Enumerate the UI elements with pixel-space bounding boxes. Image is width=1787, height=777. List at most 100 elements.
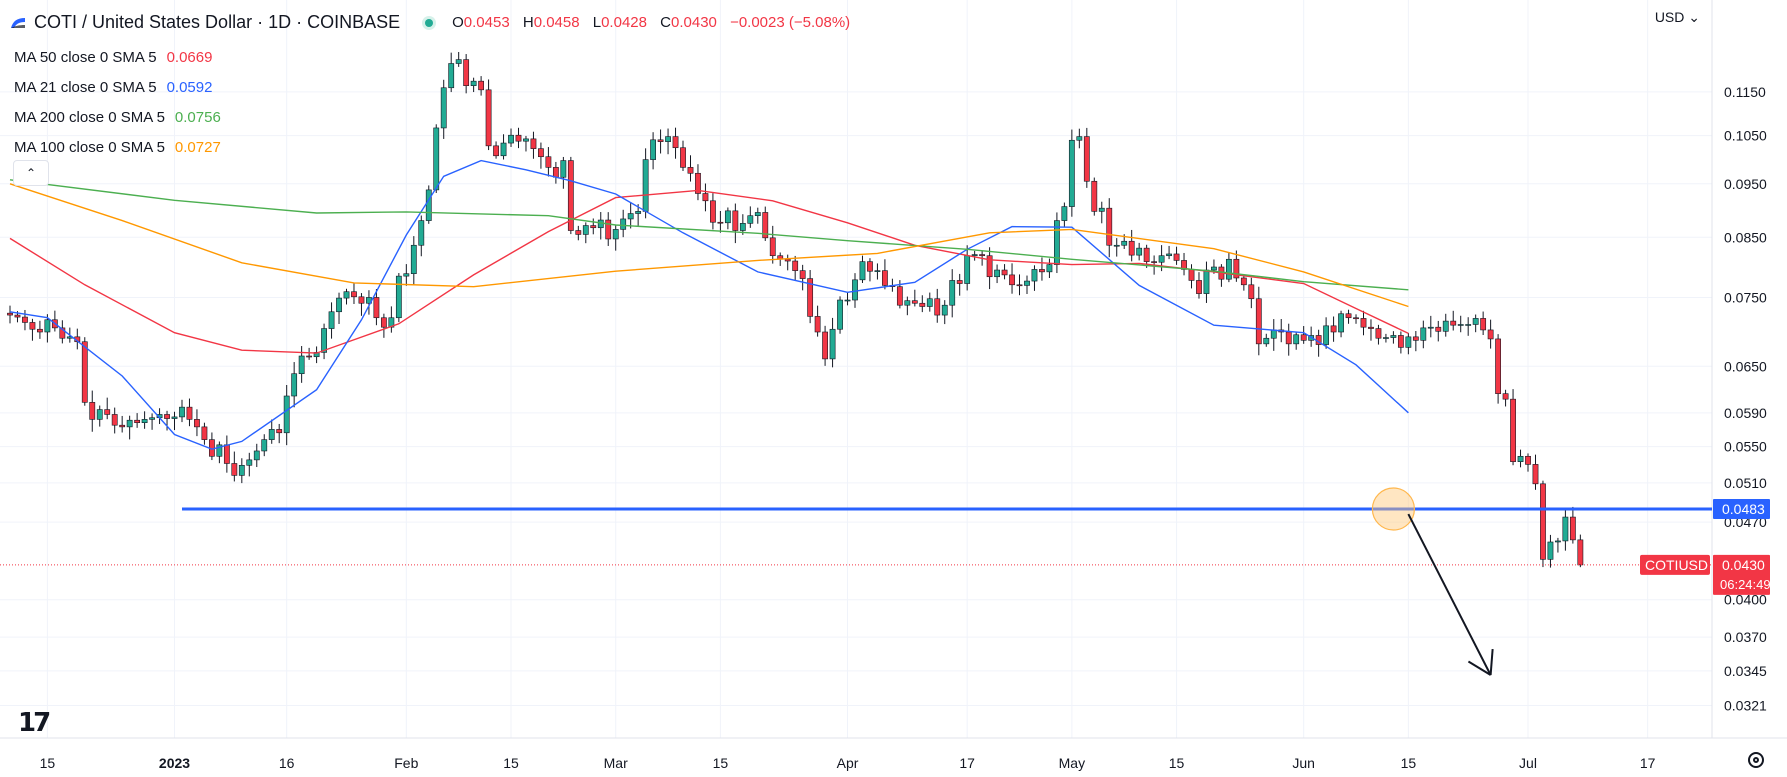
candle-body — [1256, 299, 1261, 344]
symbol-title[interactable]: COTI / United States Dollar · 1D · COINB… — [34, 12, 400, 33]
candle-body — [456, 60, 461, 64]
candle-body — [927, 299, 932, 307]
candle-body — [785, 259, 790, 261]
ohlc-close-value: 0.0430 — [671, 14, 717, 31]
candle-body — [1368, 327, 1373, 328]
tradingview-logo[interactable]: 17 — [18, 708, 48, 738]
candle-2023-05-21 — [1219, 264, 1224, 287]
candle-body — [1249, 285, 1254, 299]
candle-body — [464, 60, 469, 86]
candle-2023-06-04 — [1324, 317, 1329, 349]
candle-body — [1331, 326, 1336, 332]
candle-2023-01-07 — [217, 441, 222, 463]
ohlc-open-key: O — [452, 14, 464, 31]
ohlc-low-value: 0.0428 — [601, 14, 647, 31]
candle-2022-12-13 — [30, 319, 35, 341]
candle-2023-06-21 — [1451, 311, 1456, 331]
candle-2023-01-22 — [329, 302, 334, 338]
candle-body — [194, 419, 199, 426]
candle-2023-04-03 — [860, 256, 865, 283]
candle-2023-05-27 — [1264, 334, 1269, 347]
price-tick-label: 0.0321 — [1724, 697, 1767, 713]
candle-body — [142, 419, 147, 422]
candle-2022-12-14 — [37, 321, 42, 339]
candle-body — [1376, 329, 1381, 339]
legend-ma21[interactable]: MA 21 close 0 SMA 5 0.0592 — [14, 73, 221, 103]
candle-2023-01-30 — [389, 306, 394, 332]
currency-selector[interactable]: USD ⌄ — [1655, 9, 1700, 26]
candle-2023-05-03 — [1084, 128, 1089, 188]
candle-body — [411, 245, 416, 273]
candle-body — [688, 167, 693, 173]
price-tick-label: 0.0550 — [1724, 439, 1767, 455]
candle-2023-03-19 — [748, 206, 753, 227]
candle-body — [164, 414, 169, 418]
candle-body — [935, 299, 940, 315]
time-tick-label: May — [1059, 755, 1085, 771]
candle-2023-07-07 — [1570, 507, 1575, 544]
legend-collapse-button[interactable]: ⌃ — [13, 160, 49, 186]
candle-2023-04-04 — [867, 258, 872, 281]
candle-body — [1137, 248, 1142, 255]
candle-body — [591, 226, 596, 228]
candle-body — [1338, 314, 1343, 332]
legend-ma21-name: MA 21 close 0 SMA 5 — [14, 79, 157, 96]
candle-2023-07-03 — [1540, 481, 1545, 567]
price-tick-label: 0.0950 — [1724, 176, 1767, 192]
candle-2023-01-08 — [224, 435, 229, 472]
candle-2023-06-29 — [1510, 389, 1515, 465]
candle-2023-02-01 — [404, 264, 409, 286]
candle-2023-02-13 — [493, 141, 498, 158]
candle-2023-06-06 — [1338, 311, 1343, 338]
candle-2022-12-26 — [127, 416, 132, 440]
candle-2023-04-14 — [942, 300, 947, 324]
candle-2023-03-05 — [643, 148, 648, 218]
chevron-up-icon: ⌃ — [26, 166, 36, 180]
legend-ma100[interactable]: MA 100 close 0 SMA 5 0.0727 — [14, 133, 221, 163]
candle-body — [1563, 517, 1568, 541]
candle-2023-01-16 — [284, 385, 289, 445]
candle-body — [1196, 280, 1201, 293]
candle-2023-03-13 — [703, 184, 708, 212]
candle-2023-05-09 — [1129, 230, 1134, 261]
candle-body — [658, 140, 663, 142]
candle-2023-01-24 — [344, 289, 349, 305]
candle-body — [97, 410, 102, 420]
candle-2023-03-27 — [808, 270, 813, 323]
candle-2023-05-19 — [1204, 262, 1209, 303]
candle-2022-12-17 — [60, 320, 65, 343]
candle-body — [1077, 137, 1082, 141]
candle-2023-01-11 — [247, 453, 252, 477]
candle-body — [501, 143, 506, 156]
candle-body — [45, 320, 50, 332]
candle-body — [867, 262, 872, 272]
candle-2022-12-16 — [52, 311, 57, 332]
candle-2023-06-25 — [1481, 312, 1486, 335]
candle-2023-06-11 — [1376, 325, 1381, 345]
price-tick-label: 0.0370 — [1724, 629, 1767, 645]
time-tick-label: Jun — [1292, 755, 1315, 771]
candle-body — [22, 317, 27, 322]
settings-icon[interactable] — [1748, 752, 1764, 768]
candle-body — [1092, 181, 1097, 211]
candle-2023-06-24 — [1473, 315, 1478, 333]
candle-body — [508, 135, 513, 143]
candle-body — [299, 356, 304, 374]
candle-body — [621, 219, 626, 229]
time-tick-label: Jul — [1519, 755, 1537, 771]
candle-body — [673, 137, 678, 148]
candle-body — [636, 211, 641, 213]
candle-2023-06-10 — [1368, 319, 1373, 340]
legend-ma200[interactable]: MA 200 close 0 SMA 5 0.0756 — [14, 103, 221, 133]
annotation-arrow — [1408, 514, 1492, 675]
candle-2023-01-20 — [314, 346, 319, 363]
candle-body — [254, 451, 259, 460]
candle-2023-03-22 — [770, 226, 775, 264]
candle-body — [837, 300, 842, 329]
chevron-down-icon: ⌄ — [1688, 9, 1700, 25]
candle-body — [665, 137, 670, 142]
candle-2022-12-25 — [120, 416, 125, 433]
current-price-labels: COTIUSD 0.043006:24:49 — [1640, 555, 1771, 595]
legend-ma50[interactable]: MA 50 close 0 SMA 5 0.0669 — [14, 43, 221, 73]
